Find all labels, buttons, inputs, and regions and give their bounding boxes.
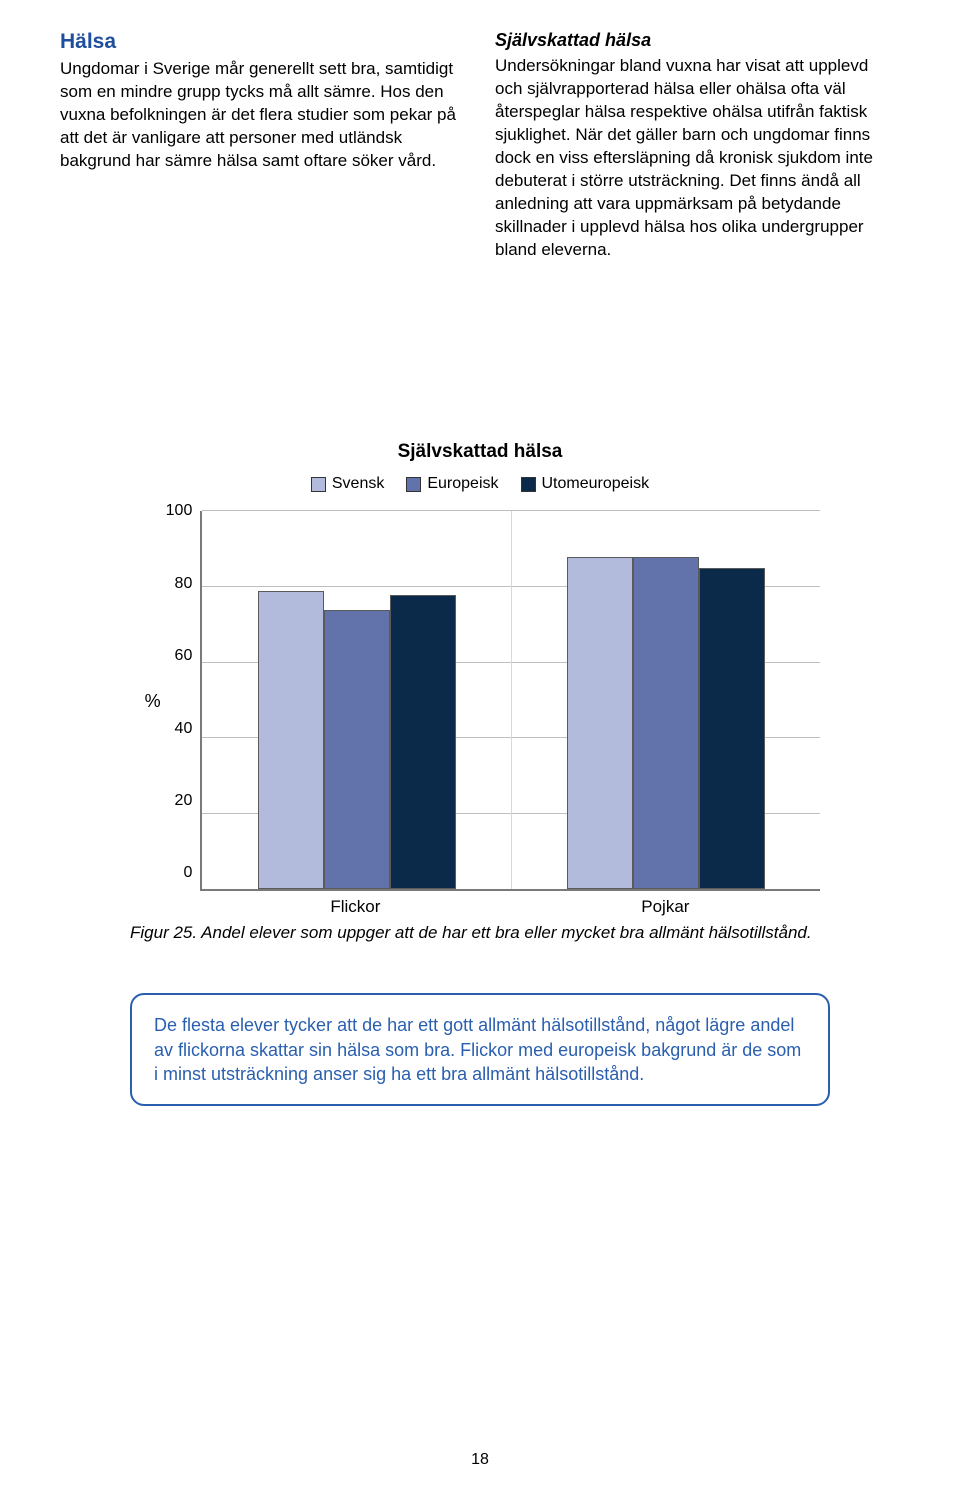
right-body-text: Undersökningar bland vuxna har visat att… (495, 55, 900, 261)
ytick: 40 (166, 720, 193, 738)
page-number: 18 (0, 1451, 960, 1469)
plot-area (200, 511, 820, 891)
y-axis-unit: % (140, 511, 166, 891)
legend-label: Europeisk (427, 475, 498, 493)
ytick: 80 (166, 575, 193, 593)
swatch-svensk (311, 477, 326, 492)
bar-group (202, 511, 512, 889)
bar (633, 557, 699, 890)
chart: % 100 80 60 40 20 0 Flickor Pojkar (140, 511, 821, 917)
bar (699, 568, 765, 889)
y-axis-ticks: 100 80 60 40 20 0 (166, 511, 201, 891)
legend-label: Svensk (332, 475, 384, 493)
legend-item-utomeuropeisk: Utomeuropeisk (521, 475, 650, 493)
chart-legend: Svensk Europeisk Utomeuropeisk (60, 475, 900, 493)
bar-group (512, 511, 821, 889)
chart-block: Självskattad hälsa Svensk Europeisk Utom… (60, 441, 900, 943)
right-column: Självskattad hälsa Undersökningar bland … (495, 30, 900, 261)
info-box: De flesta elever tycker att de har ett g… (130, 993, 830, 1106)
subheading: Självskattad hälsa (495, 30, 900, 51)
ytick: 0 (166, 864, 193, 882)
legend-item-europeisk: Europeisk (406, 475, 498, 493)
bar (324, 610, 390, 890)
ytick: 100 (166, 502, 193, 520)
section-title: Hälsa (60, 30, 465, 54)
plot-column: Flickor Pojkar (200, 511, 820, 917)
bar (567, 557, 633, 890)
legend-item-svensk: Svensk (311, 475, 384, 493)
ytick: 20 (166, 792, 193, 810)
bar (258, 591, 324, 890)
swatch-europeisk (406, 477, 421, 492)
x-label-pojkar: Pojkar (510, 897, 820, 917)
left-body-text: Ungdomar i Sverige mår generellt sett br… (60, 58, 465, 173)
x-label-flickor: Flickor (200, 897, 510, 917)
figure-caption: Figur 25. Andel elever som uppger att de… (130, 923, 900, 943)
bar (390, 595, 456, 890)
ytick: 60 (166, 647, 193, 665)
bar-groups (202, 511, 820, 889)
legend-label: Utomeuropeisk (542, 475, 650, 493)
x-axis-labels: Flickor Pojkar (200, 897, 820, 917)
chart-wrap: % 100 80 60 40 20 0 Flickor Pojkar (60, 511, 900, 917)
chart-title: Självskattad hälsa (60, 441, 900, 463)
swatch-utomeuropeisk (521, 477, 536, 492)
text-columns: Hälsa Ungdomar i Sverige mår generellt s… (60, 30, 900, 261)
left-column: Hälsa Ungdomar i Sverige mår generellt s… (60, 30, 465, 261)
